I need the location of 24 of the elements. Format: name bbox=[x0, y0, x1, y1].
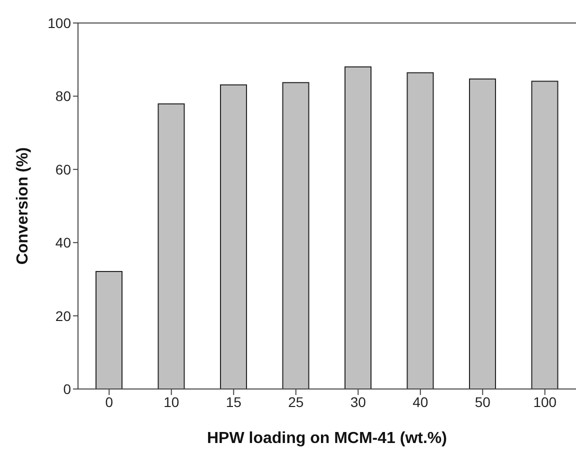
x-tick-label: 50 bbox=[474, 394, 491, 410]
bar bbox=[344, 66, 372, 389]
x-tick-label: 40 bbox=[412, 394, 428, 410]
x-tick-label: 100 bbox=[533, 394, 557, 410]
y-tick-label: 40 bbox=[55, 234, 72, 251]
bar bbox=[282, 82, 310, 389]
bar bbox=[531, 80, 558, 389]
y-axis-title: Conversion (%) bbox=[14, 147, 32, 265]
bar bbox=[158, 103, 185, 389]
y-tick-label: 20 bbox=[55, 308, 72, 324]
bar bbox=[96, 271, 122, 389]
bar bbox=[220, 84, 247, 389]
bar bbox=[469, 78, 496, 389]
x-tick-label: 25 bbox=[288, 394, 304, 410]
x-tick-label: 10 bbox=[164, 394, 180, 410]
x-tick-label: 15 bbox=[226, 394, 242, 410]
y-tick-label: 80 bbox=[55, 88, 72, 104]
x-tick-label: 0 bbox=[105, 394, 114, 410]
y-tick-label: 100 bbox=[48, 14, 72, 31]
x-axis-title: HPW loading on MCM-41 (wt.%) bbox=[207, 430, 447, 447]
x-tick-label: 30 bbox=[350, 394, 366, 410]
y-tick-label: 60 bbox=[55, 161, 72, 178]
y-tick-label: 0 bbox=[63, 380, 72, 397]
bar bbox=[406, 72, 434, 389]
